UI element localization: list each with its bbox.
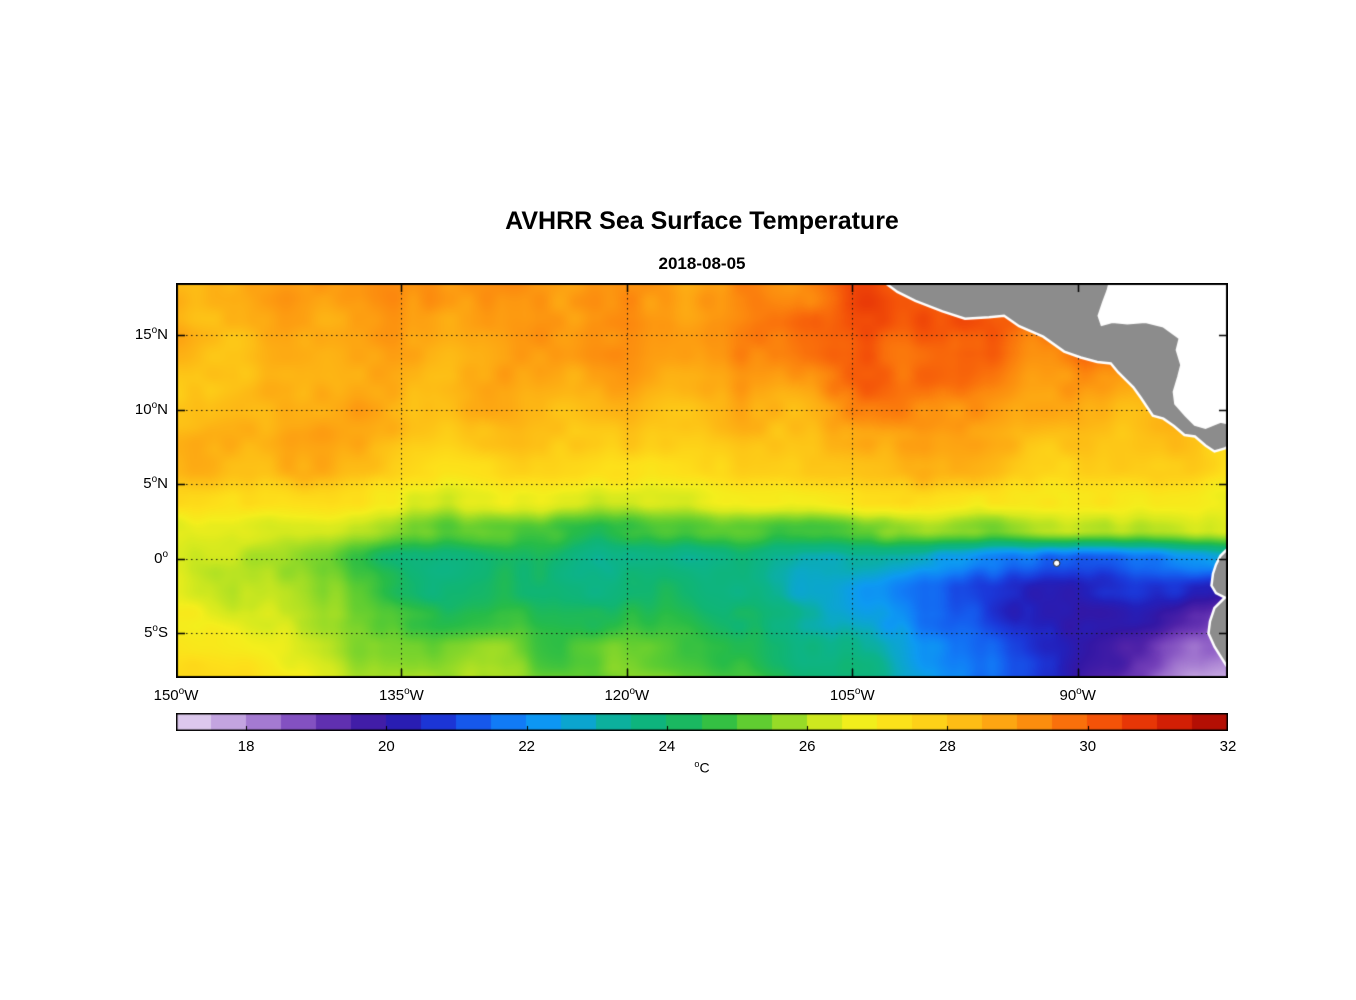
colorbar-tick-label: 20 — [378, 738, 395, 755]
lat-tick-label: 10oN — [134, 399, 168, 418]
lat-tick-label: 5oS — [144, 623, 168, 642]
lat-tick-label: 5oN — [143, 474, 168, 493]
lon-tick-label: 135oW — [379, 686, 424, 705]
lon-tick-label: 150oW — [153, 686, 199, 705]
colorbar-tick-label: 18 — [237, 738, 255, 755]
degree-symbol: o — [629, 686, 636, 697]
colorbar-unit-label: oC — [176, 759, 1228, 776]
chart-title: AVHRR Sea Surface Temperature — [505, 207, 899, 235]
degree-symbol: o — [694, 759, 700, 769]
colorbar-tick-label: 22 — [518, 738, 535, 755]
degree-symbol: o — [151, 474, 158, 486]
degree-symbol: o — [162, 548, 168, 560]
unit-text: C — [699, 759, 710, 776]
lon-tick-label: 105oW — [829, 686, 875, 705]
lon-tick-label: 120oW — [604, 686, 650, 705]
lat-tick-label: 0o — [154, 548, 168, 567]
degree-symbol: o — [178, 686, 185, 697]
degree-symbol: o — [854, 686, 861, 697]
colorbar-tick-label: 26 — [798, 738, 816, 755]
degree-symbol: o — [404, 686, 410, 697]
colorbar-tick-label: 30 — [1079, 738, 1097, 755]
colorbar-tick-label: 32 — [1219, 738, 1237, 755]
degree-symbol: o — [151, 325, 158, 337]
colorbar-tick-label: 28 — [939, 738, 956, 755]
colorbar-tick-label: 24 — [658, 738, 676, 755]
lon-tick-label: 90oW — [1059, 686, 1096, 705]
lat-tick-label: 15oN — [134, 325, 168, 344]
colorbar-canvas — [176, 713, 1228, 731]
chart-date-subtitle: 2018-08-05 — [658, 254, 746, 273]
degree-symbol: o — [1076, 686, 1082, 697]
degree-symbol: o — [151, 399, 158, 411]
sst-heatmap-canvas — [176, 283, 1228, 678]
degree-symbol: o — [152, 623, 158, 635]
